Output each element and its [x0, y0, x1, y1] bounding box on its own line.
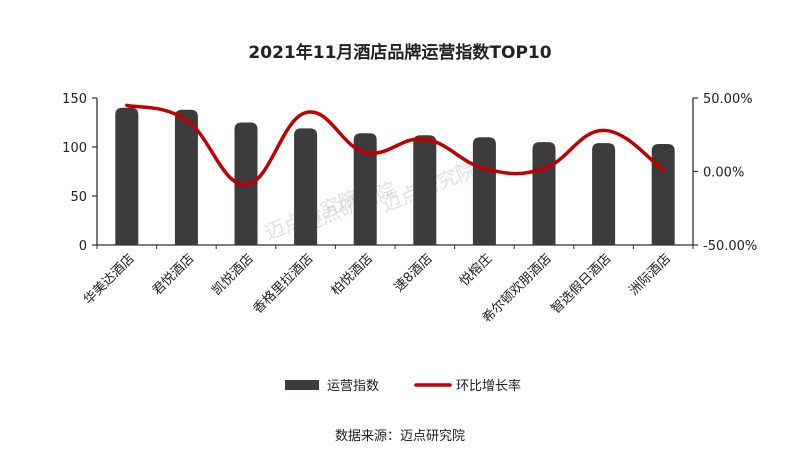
legend: 运营指数 环比增长率: [285, 378, 521, 394]
category-label: 悦榕庄: [456, 251, 495, 290]
category-label: 洲际酒店: [627, 251, 674, 298]
y-right-tick-label: 50.00%: [703, 92, 753, 107]
bar: [174, 109, 198, 245]
growth-rate-line: [125, 103, 665, 187]
category-label: 君悦酒店: [150, 251, 197, 298]
bar: [353, 133, 377, 245]
category-label: 凯悦酒店: [209, 251, 256, 298]
bar: [115, 107, 139, 245]
y-right-tick-label: -50.00%: [703, 239, 757, 254]
bar: [472, 137, 496, 245]
right-tick-group: -50.00% 0.00% 50.00%: [693, 92, 757, 254]
category-label: 香格里拉酒店: [250, 251, 316, 317]
bar: [651, 144, 675, 245]
data-source: 数据来源：迈点研究院: [335, 429, 465, 444]
bar: [413, 135, 437, 245]
y-left-tick-label: 50: [70, 190, 87, 205]
chart-title: 2021年11月酒店品牌运营指数TOP10: [248, 42, 551, 63]
y-left-tick-label: 100: [62, 141, 87, 156]
bar: [294, 128, 318, 245]
category-label: 华美达酒店: [81, 251, 138, 308]
category-label: 柏悦酒店: [329, 251, 376, 298]
bar-series: [96, 107, 694, 249]
bar: [532, 142, 556, 245]
left-tick-group: 0 50 100 150: [62, 92, 97, 254]
line-series: [125, 103, 665, 187]
category-label: 智选假日酒店: [549, 251, 615, 317]
legend-label-bar: 运营指数: [327, 379, 379, 394]
legend-swatch-bar: [285, 380, 319, 390]
y-left-tick-label: 0: [79, 239, 87, 254]
y-left-tick-label: 150: [62, 92, 87, 107]
bar: [592, 143, 616, 245]
category-label: 速8酒店: [392, 251, 436, 295]
legend-label-line: 环比增长率: [456, 378, 521, 394]
y-right-tick-label: 0.00%: [703, 166, 744, 181]
